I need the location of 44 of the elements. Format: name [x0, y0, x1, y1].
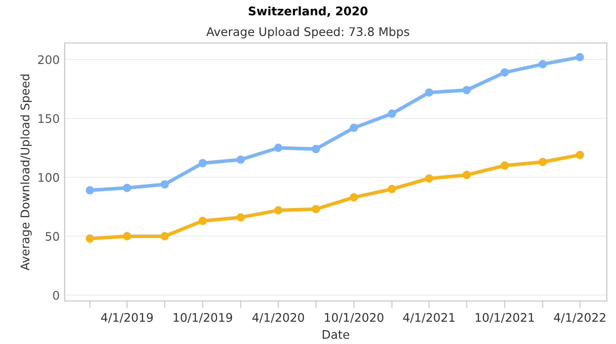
- chart-title: Switzerland, 2020: [248, 6, 368, 17]
- point: [350, 124, 358, 132]
- point: [500, 68, 509, 77]
- point: [462, 86, 471, 94]
- point: [424, 174, 434, 183]
- x-tick-label: 4/1/2019: [101, 313, 153, 323]
- point: [312, 144, 320, 154]
- point: [388, 110, 396, 118]
- point: [576, 150, 584, 160]
- point: [236, 155, 245, 164]
- point: [576, 52, 584, 62]
- x-tick-label: 4/1/2022: [554, 313, 606, 323]
- point: [274, 206, 282, 214]
- y-tick-label: 100: [38, 173, 60, 182]
- point: [86, 186, 94, 194]
- y-axis-title: Average Download/Upload Speed: [20, 74, 32, 270]
- point: [198, 158, 207, 168]
- point: [424, 88, 434, 97]
- point: [86, 234, 94, 243]
- y-tick-label: 0: [53, 290, 60, 300]
- point: [274, 144, 282, 152]
- x-tick-label: 10/1/2019: [174, 313, 232, 323]
- y-tick-label: 50: [46, 232, 60, 241]
- point: [122, 184, 132, 192]
- point: [388, 184, 396, 194]
- x-tick-label: 4/1/2020: [252, 313, 304, 323]
- point: [198, 216, 207, 226]
- x-tick-label: 10/1/2021: [476, 313, 534, 323]
- point: [538, 158, 547, 166]
- x-tick-label: 10/1/2020: [324, 313, 384, 323]
- point: [236, 213, 245, 222]
- point: [160, 180, 169, 189]
- point: [538, 60, 547, 68]
- x-axis-title: Date: [322, 330, 350, 339]
- point: [350, 193, 358, 202]
- y-tick-label: 150: [38, 114, 60, 124]
- y-tick-label: 200: [38, 55, 60, 64]
- point: [500, 161, 509, 170]
- point: [160, 232, 169, 240]
- x-tick-label: 4/1/2021: [403, 313, 455, 323]
- point: [312, 204, 320, 214]
- point: [462, 170, 471, 180]
- point: [122, 232, 132, 240]
- chart-subtitle: Average Upload Speed: 73.8 Mbps: [206, 26, 410, 38]
